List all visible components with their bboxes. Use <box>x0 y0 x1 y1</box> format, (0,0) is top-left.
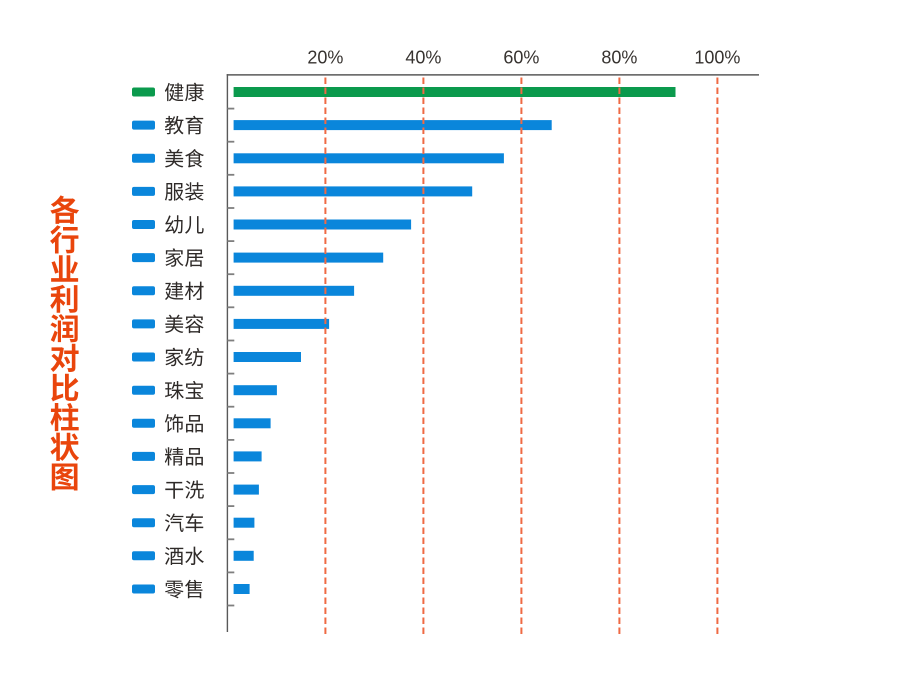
svg-text:80%: 80% <box>601 48 637 68</box>
svg-text:60%: 60% <box>503 48 539 68</box>
svg-text:40%: 40% <box>405 48 441 68</box>
svg-text:100%: 100% <box>694 48 740 68</box>
svg-text:20%: 20% <box>307 48 343 68</box>
